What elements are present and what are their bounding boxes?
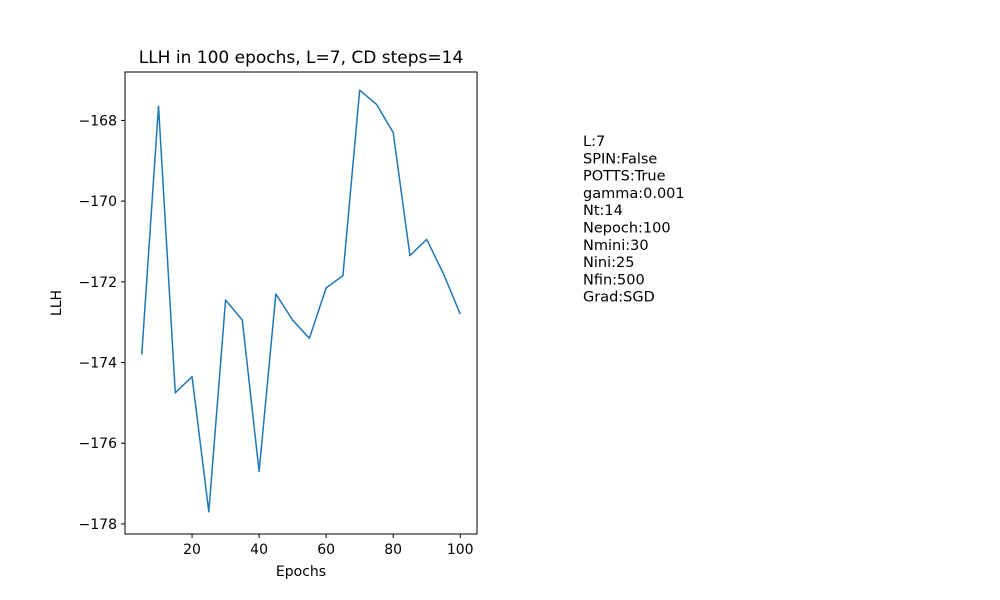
y-axis-label: LLH — [49, 290, 65, 316]
parameter-line: gamma:0.001 — [583, 186, 685, 202]
x-axis-label: Epochs — [276, 564, 326, 580]
x-tick-label: 40 — [250, 542, 268, 558]
y-tick-label: −174 — [79, 356, 118, 372]
y-tick-label: −178 — [79, 517, 117, 533]
parameter-line: Nmini:30 — [583, 238, 649, 254]
parameter-line: Nt:14 — [583, 203, 623, 219]
y-tick-label: −168 — [79, 113, 117, 129]
x-tick-label: 60 — [317, 542, 335, 558]
x-axis: 20 40 60 80 100 — [183, 534, 474, 558]
series-layer — [141, 89, 461, 513]
parameter-line: Nepoch:100 — [583, 221, 671, 237]
x-tick-label: 80 — [384, 542, 402, 558]
parameter-line: Grad:SGD — [583, 290, 655, 306]
x-tick-label: 100 — [447, 542, 474, 558]
y-axis: −178 −176 −174 −172 −170 −168 — [79, 113, 125, 533]
x-tick-label: 20 — [183, 542, 201, 558]
parameter-line: SPIN:False — [583, 151, 657, 167]
series-line — [141, 89, 461, 513]
y-tick-label: −176 — [79, 436, 118, 452]
y-tick-label: −170 — [79, 194, 117, 210]
parameter-line: L:7 — [583, 134, 605, 150]
parameter-line: Nini:25 — [583, 255, 634, 271]
parameter-line: POTTS:True — [583, 169, 666, 185]
y-tick-label: −172 — [79, 275, 117, 291]
plot-area: 20 40 60 80 100 −178 −176 −174 −172 −170 −168 — [79, 71, 478, 558]
chart-title: LLH in 100 epochs, L=7, CD steps=14 — [139, 48, 464, 68]
parameter-line: Nfin:500 — [583, 272, 645, 288]
plot-frame — [124, 71, 478, 535]
